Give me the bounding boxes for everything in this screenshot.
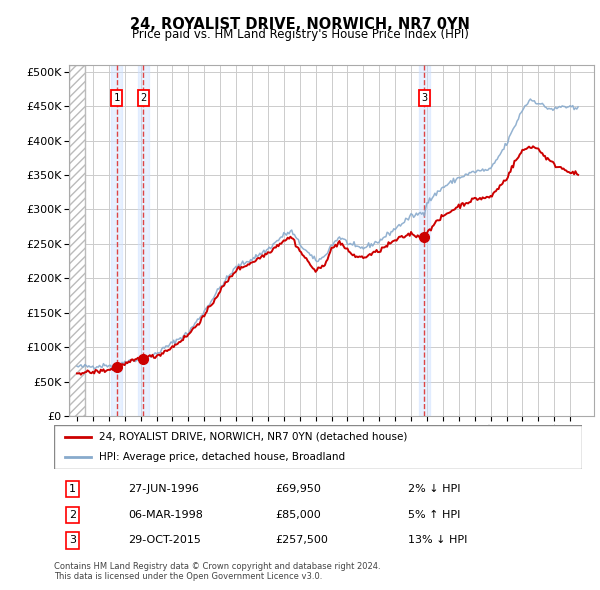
Text: This data is licensed under the Open Government Licence v3.0.: This data is licensed under the Open Gov… [54,572,322,581]
Text: Price paid vs. HM Land Registry's House Price Index (HPI): Price paid vs. HM Land Registry's House … [131,28,469,41]
Bar [69,65,85,416]
Text: 27-JUN-1996: 27-JUN-1996 [128,484,199,494]
Bar [111,65,122,416]
Text: 2: 2 [140,93,146,103]
Text: 29-OCT-2015: 29-OCT-2015 [128,536,201,545]
Text: 06-MAR-1998: 06-MAR-1998 [128,510,203,520]
Text: 24, ROYALIST DRIVE, NORWICH, NR7 0YN: 24, ROYALIST DRIVE, NORWICH, NR7 0YN [130,17,470,31]
Text: 1: 1 [113,93,119,103]
Text: 2: 2 [69,510,76,520]
Text: 2% ↓ HPI: 2% ↓ HPI [408,484,460,494]
FancyBboxPatch shape [54,425,582,469]
Text: 13% ↓ HPI: 13% ↓ HPI [408,536,467,545]
Text: 3: 3 [421,93,427,103]
Text: 5% ↑ HPI: 5% ↑ HPI [408,510,460,520]
Text: £69,950: £69,950 [276,484,322,494]
Text: 24, ROYALIST DRIVE, NORWICH, NR7 0YN (detached house): 24, ROYALIST DRIVE, NORWICH, NR7 0YN (de… [99,432,407,442]
Text: 1: 1 [69,484,76,494]
Text: Contains HM Land Registry data © Crown copyright and database right 2024.: Contains HM Land Registry data © Crown c… [54,562,380,571]
Bar [138,65,149,416]
Bar [419,65,430,416]
Text: £85,000: £85,000 [276,510,322,520]
Text: 3: 3 [69,536,76,545]
Text: HPI: Average price, detached house, Broadland: HPI: Average price, detached house, Broa… [99,452,345,462]
Text: £257,500: £257,500 [276,536,329,545]
